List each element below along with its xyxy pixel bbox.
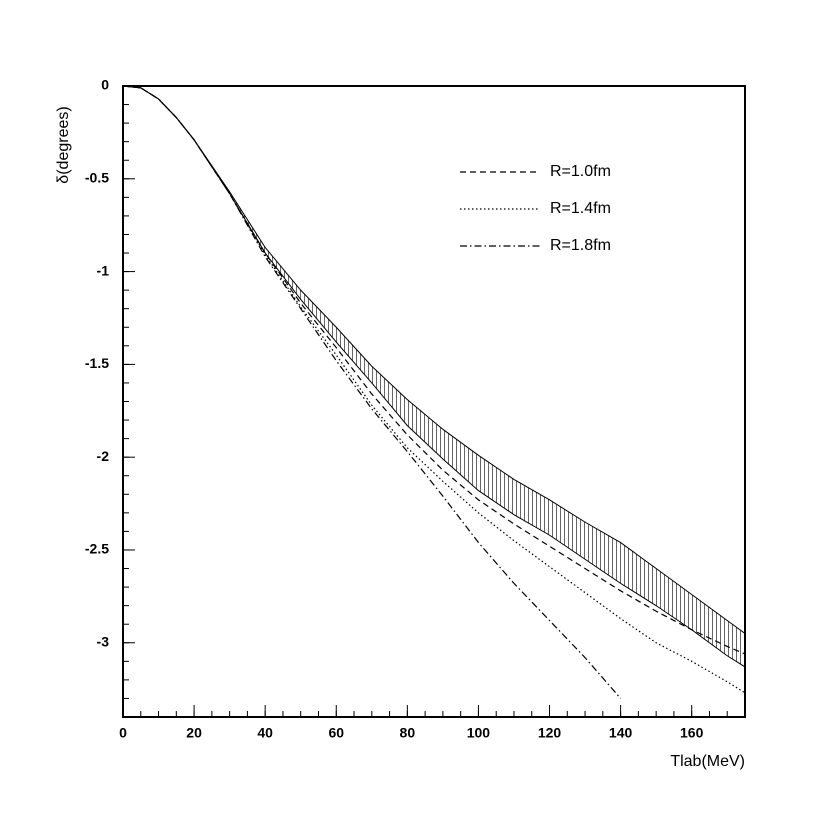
y-tick-label: -2 <box>97 448 110 464</box>
x-tick-label: 160 <box>680 725 704 741</box>
x-tick-label: 0 <box>119 725 127 741</box>
plot-area <box>123 86 745 699</box>
x-tick-label: 40 <box>257 725 273 741</box>
y-tick-label: -3 <box>97 633 110 649</box>
y-tick-label: -2.5 <box>85 541 109 557</box>
y-tick-label: 0 <box>101 77 109 93</box>
y-tick-label: -0.5 <box>85 169 109 185</box>
x-tick-label: 60 <box>328 725 344 741</box>
x-axis-label: Tlab(MeV) <box>670 753 745 770</box>
x-tick-label: 20 <box>186 725 202 741</box>
y-tick-label: -1.5 <box>85 355 109 371</box>
y-tick-label: -1 <box>97 262 110 278</box>
plot-frame <box>122 85 746 718</box>
x-tick-label: 120 <box>538 725 562 741</box>
x-tick-label: 100 <box>467 725 491 741</box>
legend-label: R=1.0fm <box>550 163 611 180</box>
legend-label: R=1.8fm <box>550 237 611 254</box>
x-tick-label: 140 <box>609 725 633 741</box>
band-upper <box>123 86 745 634</box>
series-line <box>123 86 622 699</box>
legend-label: R=1.4fm <box>550 200 611 217</box>
x-tick-label: 80 <box>400 725 416 741</box>
band-hatch <box>123 86 745 667</box>
series-line <box>123 86 745 694</box>
y-axis-label: δ(degrees) <box>55 106 72 183</box>
